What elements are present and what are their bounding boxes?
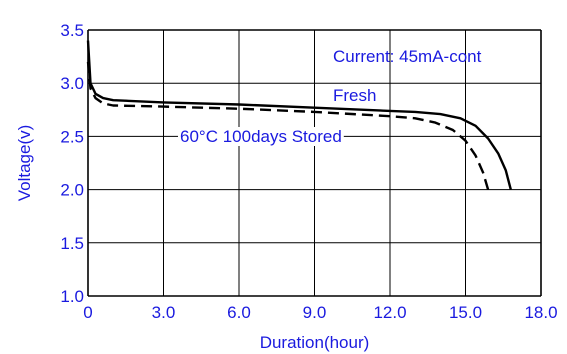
annotation-fresh: Fresh <box>333 86 376 105</box>
y-tick-label: 1.5 <box>60 234 84 253</box>
x-tick-label: 15.0 <box>449 303 482 322</box>
x-tick-label: 12.0 <box>373 303 406 322</box>
y-tick-label: 3.0 <box>60 74 84 93</box>
y-tick-label: 1.0 <box>60 287 84 306</box>
series-line <box>86 40 512 190</box>
series-line <box>86 61 490 190</box>
annotation-current: Current: 45mA-cont <box>333 47 482 66</box>
x-axis-label: Duration(hour) <box>260 333 370 352</box>
series-layer <box>86 40 512 190</box>
x-tick-label: 9.0 <box>303 303 327 322</box>
annotation-background <box>331 86 379 105</box>
x-tick-label: 18.0 <box>524 303 557 322</box>
y-tick-label: 3.5 <box>60 21 84 40</box>
x-tick-label: 6.0 <box>227 303 251 322</box>
annotations: Current: 45mA-cont Fresh 60°C 100days St… <box>178 47 482 146</box>
annotation-background <box>178 127 344 146</box>
y-tick-label: 2.0 <box>60 181 84 200</box>
y-axis-label: Voltage(v) <box>15 125 34 202</box>
x-tick-label: 3.0 <box>152 303 176 322</box>
grid <box>87 29 542 297</box>
axis-labels: Duration(hour) Voltage(v) <box>15 125 369 352</box>
x-tick-label: 0 <box>83 303 92 322</box>
y-tick-label: 2.5 <box>60 127 84 146</box>
annotation-stored: 60°C 100days Stored <box>180 127 342 146</box>
tick-labels: 0 3.0 6.0 9.0 12.0 15.0 18.0 1.0 1.5 2.0 2.5 3.0 3.5 <box>60 21 557 322</box>
